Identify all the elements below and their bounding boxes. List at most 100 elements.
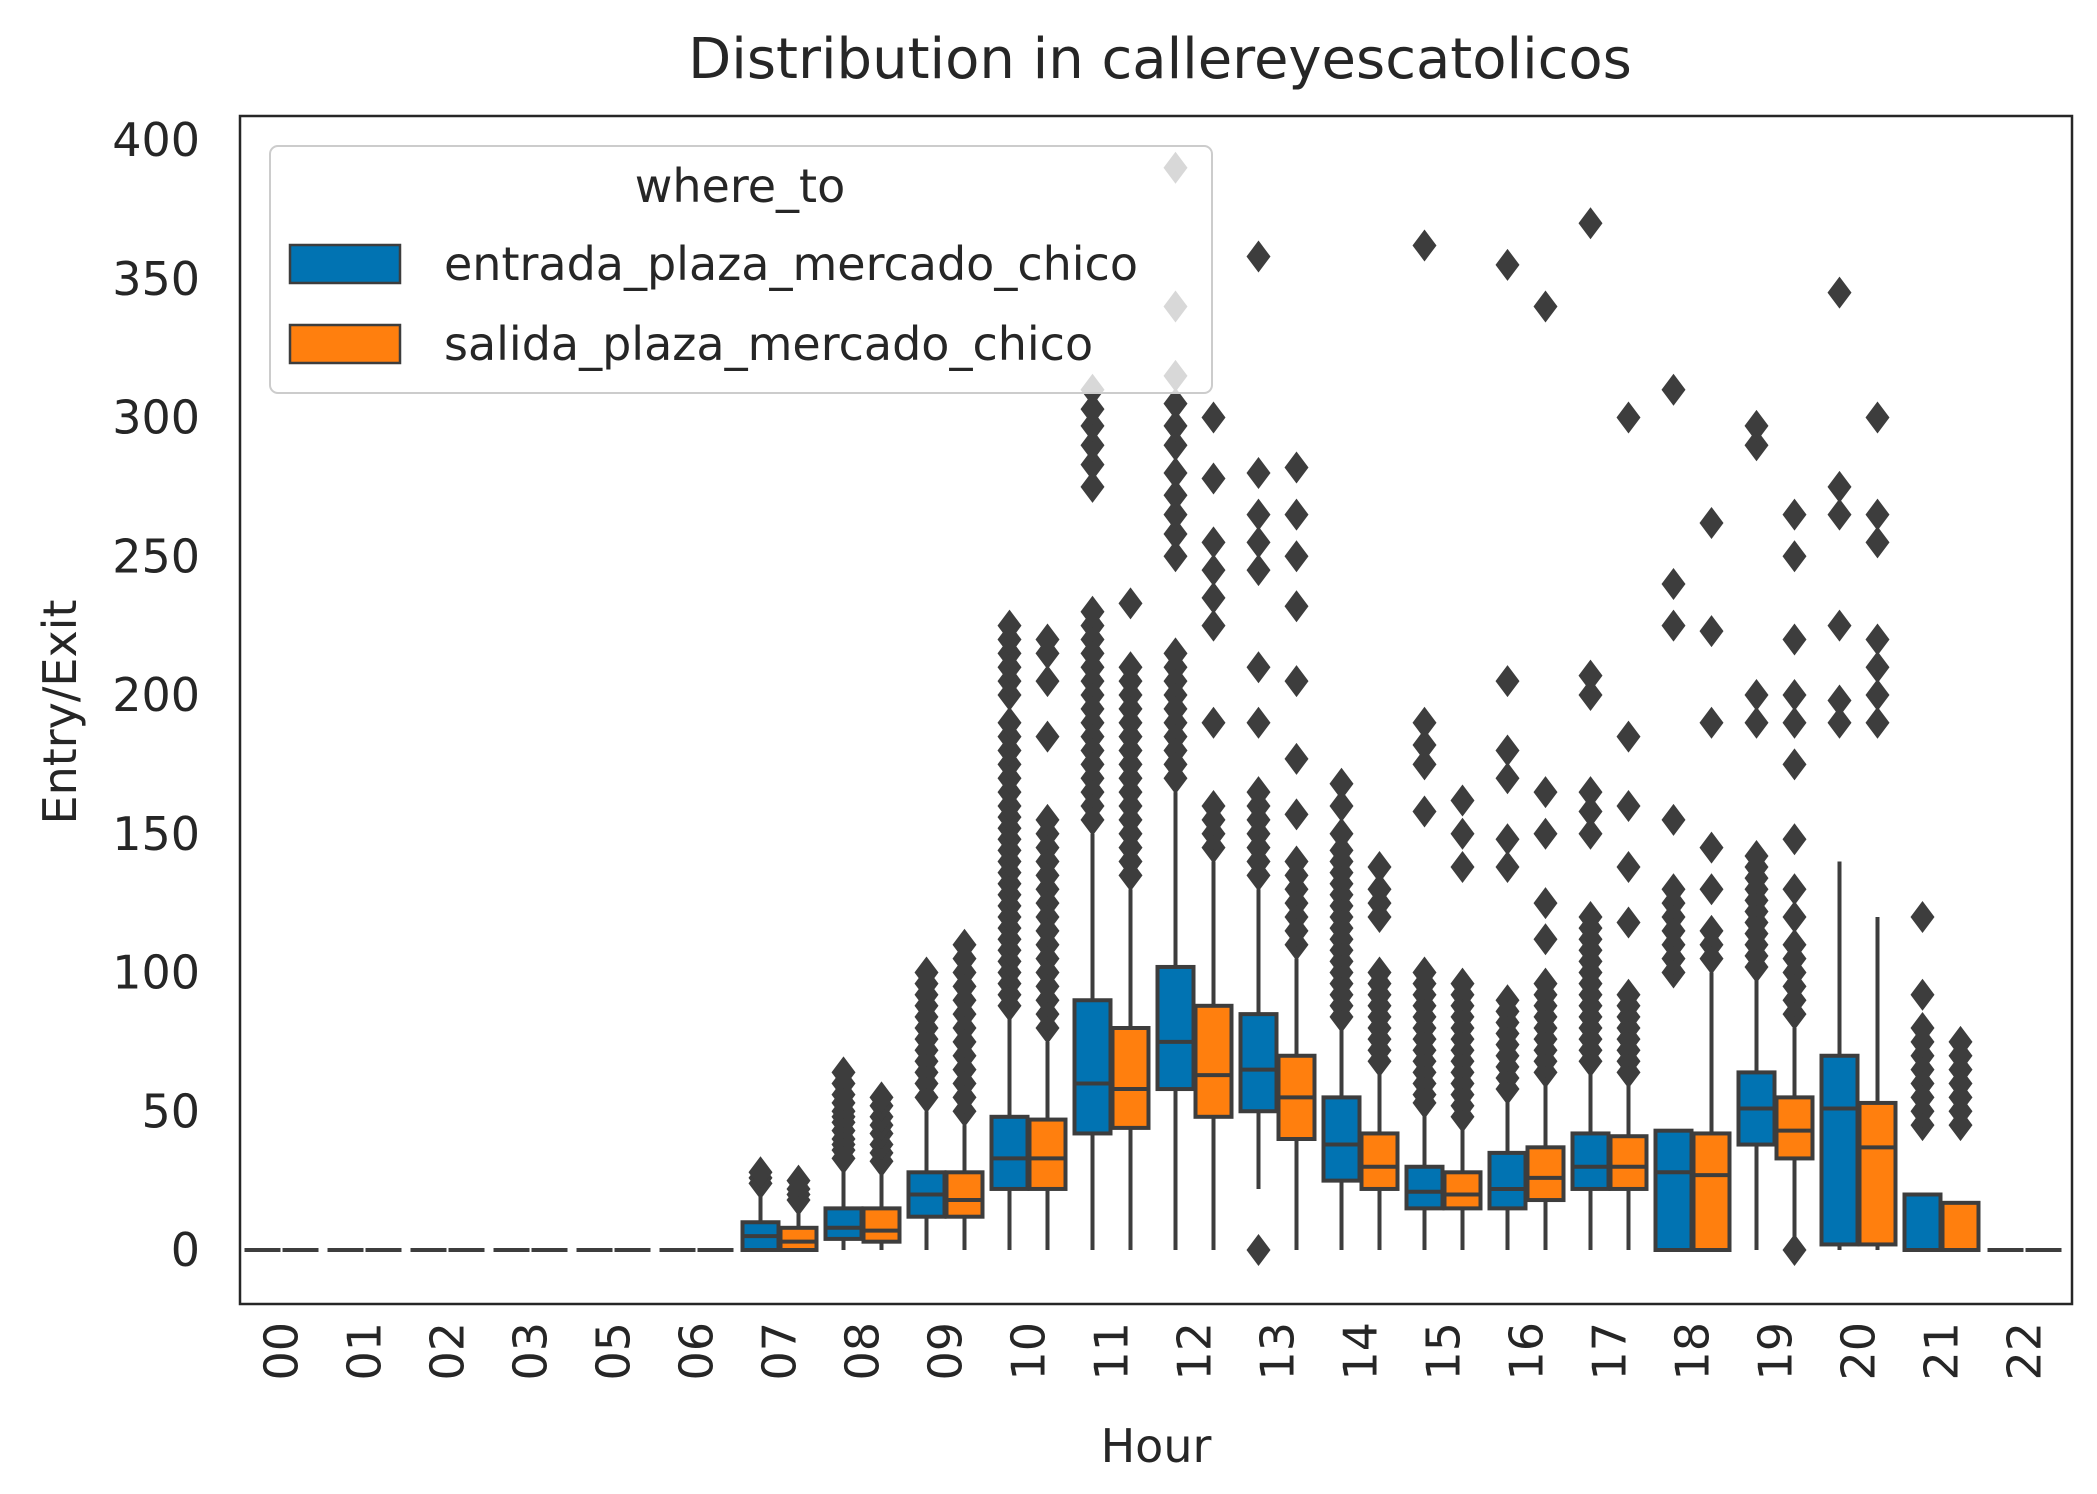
box-salida-16 xyxy=(1525,290,1566,1250)
y-axis-label: Entry/Exit xyxy=(33,600,87,825)
outlier-point xyxy=(1080,470,1105,503)
iqr-box xyxy=(1487,1150,1528,1211)
legend-label-salida: salida_plaza_mercado_chico xyxy=(444,317,1093,371)
outlier-point xyxy=(1782,928,1807,961)
outlier-point xyxy=(1163,637,1188,670)
outlier-point xyxy=(1284,742,1309,775)
x-tick-label: 11 xyxy=(1085,1322,1139,1381)
box-entrada-13 xyxy=(1238,240,1279,1266)
legend-swatch-salida xyxy=(288,323,402,365)
iqr-box xyxy=(1155,964,1196,1092)
outlier-point xyxy=(1246,526,1271,559)
outlier-point xyxy=(1284,845,1309,878)
outlier-point xyxy=(1865,526,1890,559)
outlier-point xyxy=(1201,790,1226,822)
outlier-point xyxy=(1495,762,1520,795)
outlier-point xyxy=(1080,448,1105,481)
outlier-point xyxy=(1201,462,1226,495)
outlier-point xyxy=(1782,498,1807,531)
x-tick-label: 12 xyxy=(1168,1322,1222,1381)
outlier-point xyxy=(1827,706,1852,739)
outlier-point xyxy=(1578,679,1603,711)
outlier-point xyxy=(831,1056,856,1089)
outlier-point xyxy=(1163,409,1188,442)
iqr-box xyxy=(1359,1131,1400,1191)
box-salida-09 xyxy=(944,928,985,1250)
outlier-point xyxy=(1782,623,1807,656)
outlier-point xyxy=(1412,728,1437,761)
outlier-point xyxy=(914,956,939,989)
box-salida-11 xyxy=(1110,587,1151,1250)
box-salida-13 xyxy=(1276,451,1317,1250)
iqr-box xyxy=(1442,1170,1483,1211)
outlier-point xyxy=(1163,479,1188,512)
outlier-point xyxy=(1661,373,1686,406)
iqr-box xyxy=(1902,1192,1943,1252)
x-tick-label: 21 xyxy=(1915,1322,1969,1381)
outlier-point xyxy=(1699,615,1724,648)
chart-title: Distribution in callereyescatolicos xyxy=(688,27,1632,92)
plot-frame xyxy=(238,114,2074,1306)
box-salida-07 xyxy=(778,1164,819,1253)
outlier-point xyxy=(1329,767,1354,800)
iqr-box xyxy=(1608,1134,1649,1191)
outlier-point xyxy=(1495,734,1520,767)
outlier-point xyxy=(1661,568,1686,600)
x-tick-label: 16 xyxy=(1500,1322,1554,1381)
outlier-point xyxy=(1782,706,1807,739)
outlier-point xyxy=(1782,679,1807,711)
outlier-point xyxy=(1284,798,1309,831)
outlier-point xyxy=(1450,817,1475,850)
x-tick-label: 18 xyxy=(1666,1322,1720,1381)
box-entrada-17 xyxy=(1570,207,1611,1250)
x-tick-label: 20 xyxy=(1832,1322,1886,1381)
outlier-point xyxy=(1284,498,1309,531)
outlier-point xyxy=(1699,506,1724,539)
outlier-point xyxy=(997,609,1022,642)
x-tick-label: 15 xyxy=(1417,1322,1471,1381)
plot-area xyxy=(244,151,2062,1266)
outlier-point xyxy=(1412,229,1437,262)
x-tick-label: 06 xyxy=(670,1322,724,1381)
outlier-point xyxy=(1782,823,1807,856)
x-tick-label: 10 xyxy=(1002,1322,1056,1381)
outlier-point xyxy=(1035,665,1060,698)
outlier-point xyxy=(1578,776,1603,809)
x-tick-label: 07 xyxy=(753,1322,807,1381)
y-tick-label: 50 xyxy=(141,1084,200,1138)
outlier-point xyxy=(1865,401,1890,434)
iqr-box xyxy=(1110,1026,1151,1130)
outlier-point xyxy=(1035,720,1060,753)
outlier-point xyxy=(1412,706,1437,739)
legend-label-entrada: entrada_plaza_mercado_chico xyxy=(444,237,1138,291)
outlier-point xyxy=(1080,409,1105,442)
outlier-point xyxy=(1450,967,1475,1000)
outlier-point xyxy=(1246,457,1271,489)
outlier-point xyxy=(1246,651,1271,684)
iqr-box xyxy=(1940,1200,1981,1252)
x-tick-label: 01 xyxy=(338,1322,392,1381)
outlier-point xyxy=(1533,290,1558,323)
outlier-point xyxy=(1865,679,1890,711)
iqr-box xyxy=(1404,1164,1445,1211)
outlier-point xyxy=(1616,790,1641,822)
x-tick-label: 09 xyxy=(919,1322,973,1381)
outlier-point xyxy=(1367,956,1392,989)
outlier-point xyxy=(952,928,977,961)
outlier-point xyxy=(1118,651,1143,684)
box-entrada-21 xyxy=(1902,901,1943,1252)
x-tick-label: 13 xyxy=(1251,1322,1305,1381)
outlier-point xyxy=(1744,706,1769,739)
outlier-point xyxy=(1412,795,1437,828)
outlier-point xyxy=(1616,720,1641,753)
legend: where_to entrada_plaza_mercado_chico sal… xyxy=(269,145,1213,394)
box-entrada-10 xyxy=(989,609,1030,1250)
outlier-point xyxy=(1578,817,1603,850)
outlier-point xyxy=(1163,387,1188,420)
outlier-point xyxy=(1035,803,1060,836)
iqr-box xyxy=(1193,1003,1234,1119)
box-salida-17 xyxy=(1608,401,1649,1250)
outlier-point xyxy=(1201,706,1226,739)
outlier-point xyxy=(1616,401,1641,434)
outlier-point xyxy=(1367,851,1392,884)
